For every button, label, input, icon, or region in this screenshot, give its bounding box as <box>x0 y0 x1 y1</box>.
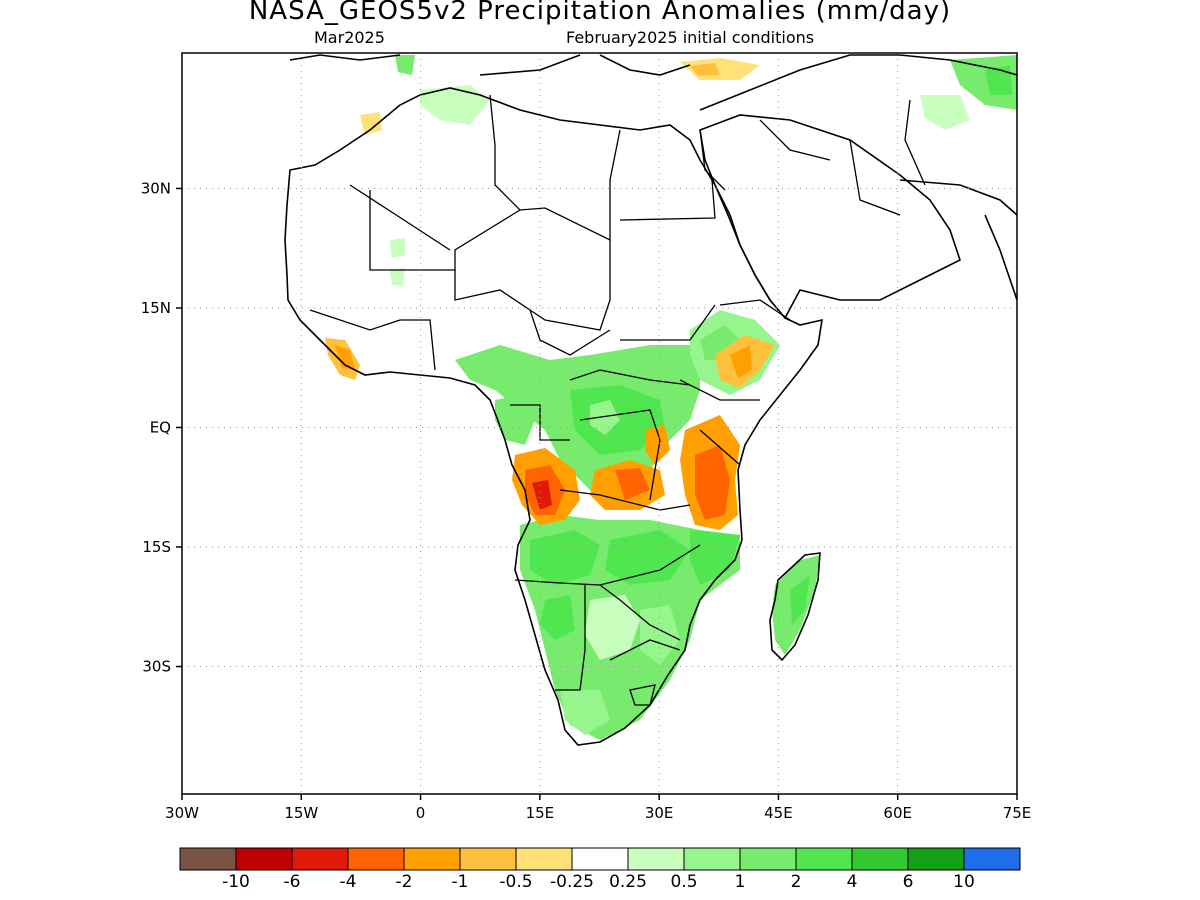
lon-tick-label: 75E <box>1003 804 1032 822</box>
colorbar-label: -0.5 <box>499 872 532 892</box>
longitude-axis: 30W 15W 0 15E 30E 45E 60E 75E <box>165 794 1031 822</box>
lon-tick-label: 60E <box>883 804 912 822</box>
lat-tick-label: 30S <box>142 658 171 676</box>
colorbar-label: -6 <box>284 872 301 892</box>
colorbar-label: 0.5 <box>670 872 697 892</box>
colorbar-label: -0.25 <box>550 872 594 892</box>
colorbar-swatch <box>851 847 909 871</box>
colorbar-swatch <box>179 847 237 871</box>
colorbar-label: 2 <box>791 872 802 892</box>
map-title: NASA_GEOS5v2 Precipitation Anomalies (mm… <box>248 0 952 26</box>
colorbar-label: -4 <box>340 872 357 892</box>
colorbar-swatch <box>291 847 349 871</box>
forecast-month: Mar2025 <box>314 28 385 47</box>
arabia-outline <box>699 114 961 320</box>
coastlines <box>284 54 1017 746</box>
colorbar-swatch <box>571 847 629 871</box>
colorbar-swatch <box>403 847 461 871</box>
initial-conditions: February2025 initial conditions <box>566 28 815 47</box>
lon-tick-label: 30E <box>645 804 674 822</box>
colorbar: -10 -6 -4 -2 -1 -0.5 -0.25 0.25 0.5 1 2 4 6 10 <box>179 847 1021 892</box>
colorbar-label: -10 <box>222 872 250 892</box>
colorbar-swatch <box>627 847 685 871</box>
lat-tick-label: 30N <box>141 179 171 197</box>
colorbar-swatch <box>907 847 965 871</box>
colorbar-swatch <box>963 847 1021 871</box>
lon-tick-label: 0 <box>416 804 426 822</box>
colorbar-swatch <box>739 847 797 871</box>
colorbar-label: 10 <box>953 872 975 892</box>
latitude-axis: 30N 15N EQ 15S 30S <box>141 179 182 676</box>
colorbar-label: 4 <box>847 872 858 892</box>
lat-tick-label: 15N <box>141 299 171 317</box>
colorbar-swatch <box>459 847 517 871</box>
colorbar-label: 0.25 <box>609 872 647 892</box>
lon-tick-label: 15W <box>284 804 318 822</box>
lat-tick-label: 15S <box>142 538 171 556</box>
madagascar-outline <box>769 552 821 662</box>
colorbar-label: 1 <box>735 872 746 892</box>
lon-tick-label: 45E <box>764 804 793 822</box>
colorbar-label: -2 <box>396 872 413 892</box>
colorbar-swatch <box>795 847 853 871</box>
colorbar-swatch <box>347 847 405 871</box>
lon-tick-label: 30W <box>165 804 199 822</box>
lon-tick-label: 15E <box>526 804 555 822</box>
africa-coastline <box>284 87 823 746</box>
map-frame <box>181 52 1018 795</box>
country-borders <box>309 94 926 706</box>
colorbar-swatch <box>515 847 573 871</box>
colorbar-swatch <box>235 847 293 871</box>
anomaly-shading <box>325 55 1017 740</box>
colorbar-swatch <box>683 847 741 871</box>
lat-tick-label: EQ <box>150 418 171 436</box>
colorbar-label: 6 <box>903 872 914 892</box>
colorbar-label: -1 <box>452 872 469 892</box>
